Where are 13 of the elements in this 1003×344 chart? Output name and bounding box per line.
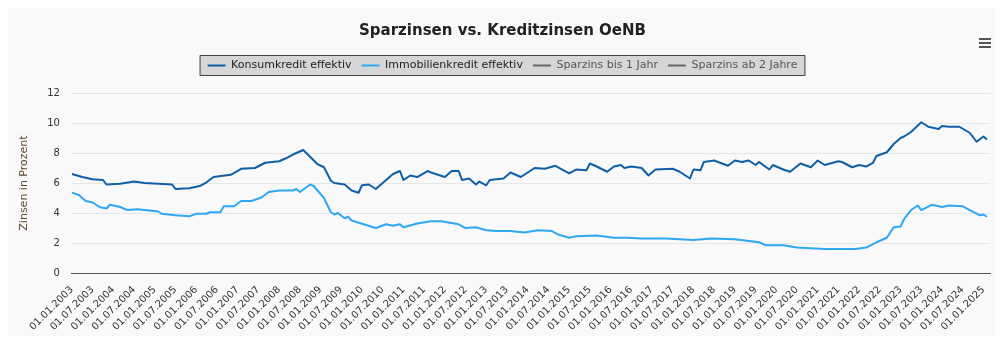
legend-label: Sparzins bis 1 Jahr	[556, 58, 659, 72]
legend-label: Sparzins ab 2 Jahre	[691, 58, 798, 72]
y-tick-label: 6	[53, 176, 60, 188]
y-tick-label: 0	[53, 266, 60, 278]
legend-label: Immobilienkredit effektiv	[385, 58, 524, 72]
y-axis-title: Zinsen in Prozent	[17, 134, 31, 231]
y-tick-label: 8	[53, 146, 60, 158]
legend-label: Konsumkredit effektiv	[231, 58, 352, 72]
y-tick-label: 2	[53, 236, 60, 248]
chart-title: Sparzinsen vs. Kreditzinsen OeNB	[359, 20, 646, 39]
y-tick-label: 12	[47, 86, 60, 98]
y-tick-label: 4	[53, 206, 60, 218]
y-tick-label: 10	[47, 116, 60, 128]
